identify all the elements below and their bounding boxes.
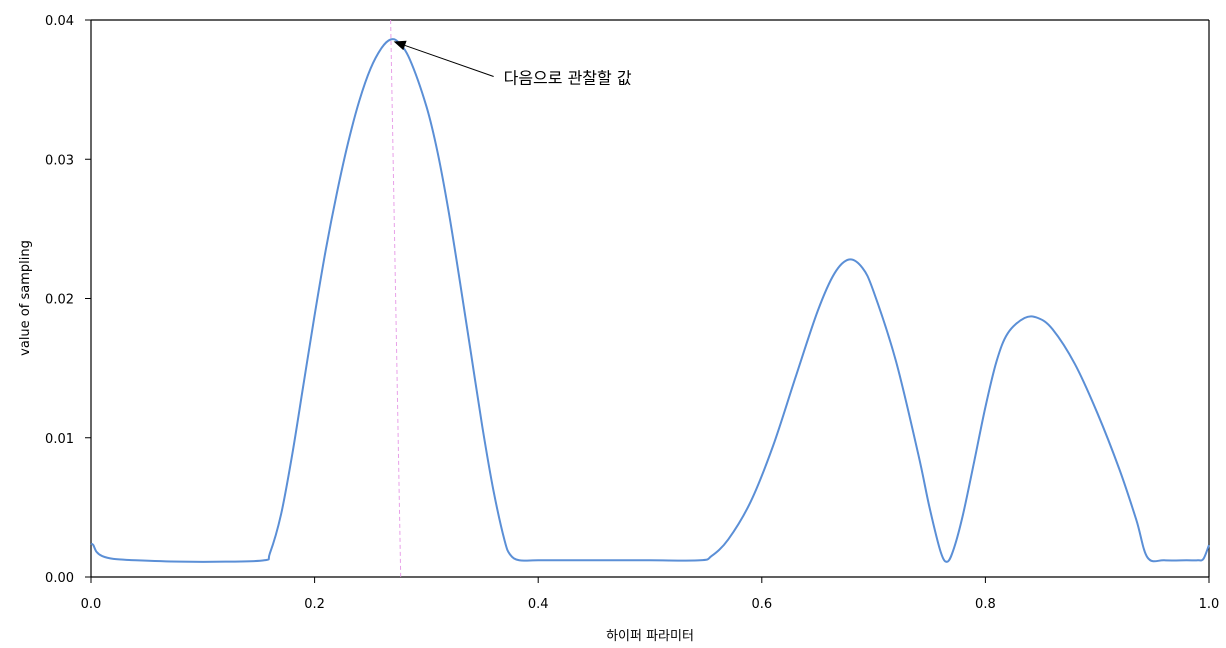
x-tick-label: 1.0 xyxy=(1199,597,1220,612)
series-line xyxy=(90,38,1210,563)
y-tick-label: 0.02 xyxy=(45,293,74,308)
x-tick-label: 0.6 xyxy=(751,597,772,612)
y-tick-label: 0.04 xyxy=(45,14,74,29)
y-axis-title: value of sampling xyxy=(18,240,33,356)
annotation: 다음으로 관찰할 값 xyxy=(393,40,632,87)
x-tick-label: 0.2 xyxy=(304,597,325,612)
x-axis-ticks: 0.0 0.2 0.4 0.6 0.8 1.0 xyxy=(81,577,1220,612)
annotation-text: 다음으로 관찰할 값 xyxy=(504,68,632,87)
x-axis-title: 하이퍼 파라미터 xyxy=(606,629,694,644)
candidate-marker-line xyxy=(390,19,402,578)
annotation-arrowhead xyxy=(393,40,407,51)
x-tick-label: 0.8 xyxy=(975,597,996,612)
y-tick-label: 0.03 xyxy=(45,153,74,168)
y-axis-ticks: 0.00 0.01 0.02 0.03 0.04 xyxy=(45,14,91,586)
x-tick-label: 0.4 xyxy=(528,597,549,612)
y-tick-label: 0.01 xyxy=(45,432,74,447)
x-tick-label: 0.0 xyxy=(81,597,102,612)
y-tick-label: 0.00 xyxy=(45,571,74,586)
annotation-arrow xyxy=(404,44,494,77)
